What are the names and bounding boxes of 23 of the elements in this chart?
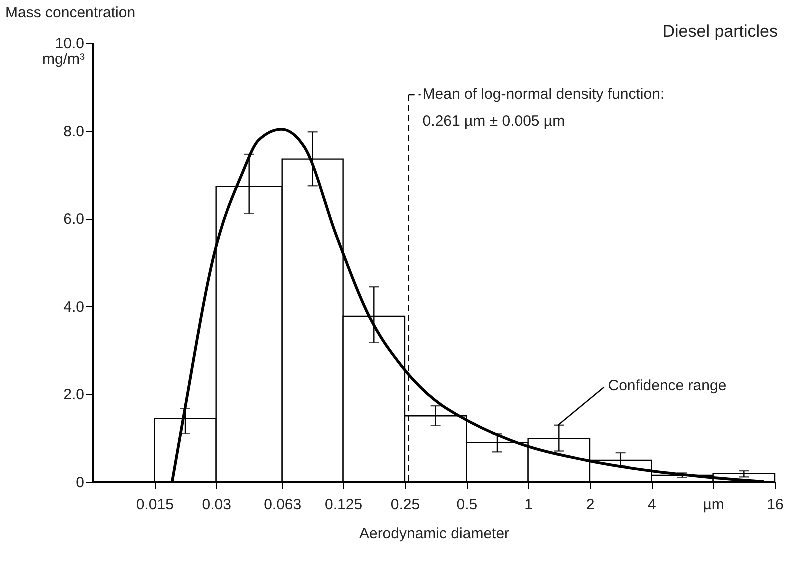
chart-title: Diesel particles — [662, 22, 778, 41]
ref-line-label: Mean of log-normal density function: 0.261 µm ± 0.005 µm — [422, 86, 665, 130]
annotation: Confidence range — [608, 377, 727, 394]
x-tick-label: 4 — [648, 496, 656, 514]
y-tick-label: 10.0 — [55, 36, 84, 52]
x-tick-label: 1 — [524, 496, 533, 514]
x-tick-label: 0.03 — [202, 496, 232, 514]
x-tick-label: 0.125 — [325, 496, 363, 514]
x-tick-label: 0.015 — [136, 496, 174, 514]
y-tick-label: 2.0 — [64, 386, 84, 404]
y-tick-label: 0 — [76, 474, 84, 492]
y-tick-label: 6.0 — [64, 211, 84, 228]
text: mg/m³ — [42, 51, 85, 68]
x-tick-label: 0.063 — [264, 496, 302, 514]
x-tick-label: 0.5 — [456, 496, 478, 514]
x-tick-label: µm — [703, 496, 724, 514]
x-axis-title: Aerodynamic diameter — [359, 526, 510, 542]
y-tick-label: 8.0 — [64, 123, 84, 140]
x-tick-label: 0.25 — [390, 496, 420, 514]
x-tick-label: 16 — [767, 496, 784, 514]
y-axis-title: Mass concentration — [6, 4, 136, 22]
x-tick-label: 2 — [586, 496, 595, 514]
y-tick-label: 4.0 — [64, 298, 84, 316]
